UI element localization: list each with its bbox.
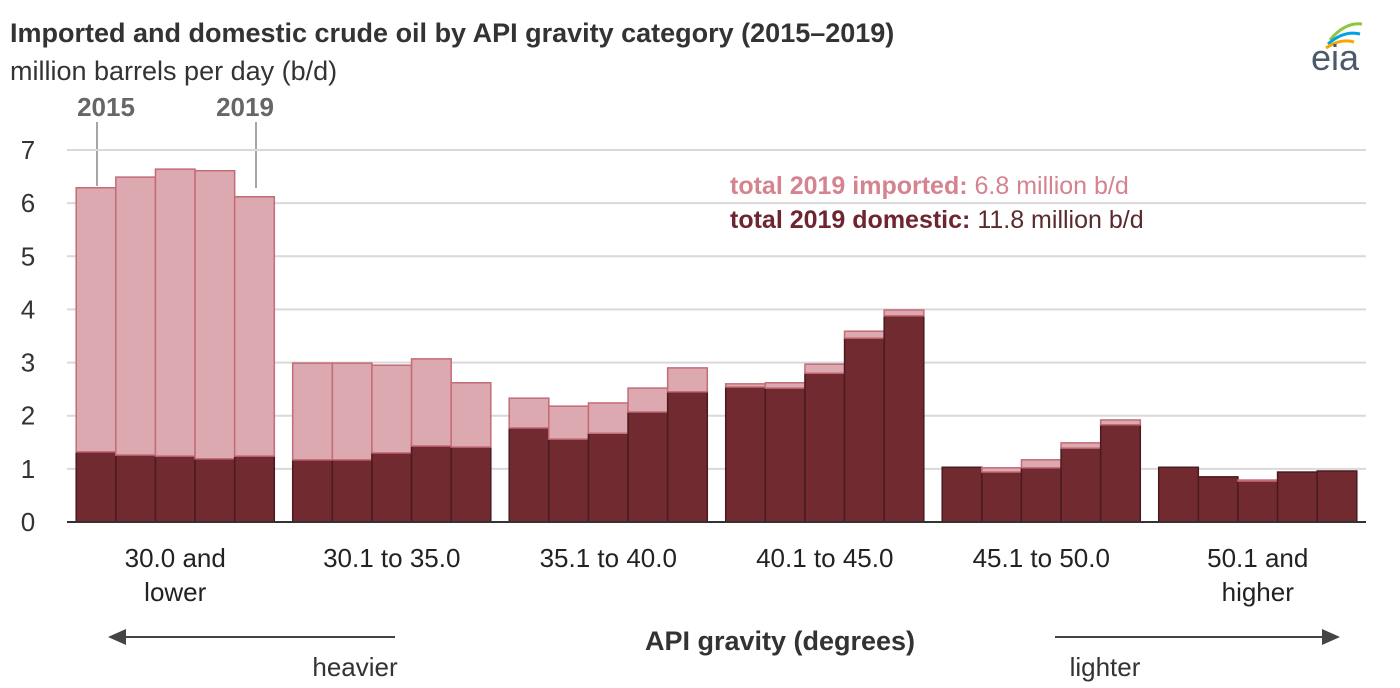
bar-segment xyxy=(371,452,413,523)
bar-segment xyxy=(291,459,334,523)
bar-segment xyxy=(843,337,885,523)
x-tick-label: 30.0 and xyxy=(125,543,226,573)
bar-segment xyxy=(883,309,925,317)
bar-segment xyxy=(75,451,117,523)
y-tick-label: 4 xyxy=(21,294,35,324)
bar-segment xyxy=(115,176,157,456)
annotation-text: 6.8 million b/d xyxy=(975,172,1129,200)
bar-segment xyxy=(154,455,196,523)
bar-segment xyxy=(941,466,983,523)
bar-segment xyxy=(1316,470,1358,523)
direction-label: lighter xyxy=(1070,652,1141,682)
bar-segment xyxy=(291,362,334,461)
bar-segment xyxy=(587,432,629,523)
bar-segment xyxy=(724,383,767,388)
annotation-label: total 2019 imported: xyxy=(730,172,968,200)
bar-segment xyxy=(75,186,117,453)
y-tick-label: 3 xyxy=(21,348,35,378)
bar-segment xyxy=(1237,479,1279,482)
bar-segment xyxy=(764,382,806,389)
bar-segment xyxy=(1060,442,1102,449)
y-tick-label: 2 xyxy=(21,401,35,431)
bar-segment xyxy=(981,471,1023,523)
bar-segment xyxy=(115,454,157,523)
y-tick-label: 0 xyxy=(21,507,35,537)
annotation-label: total 2019 domestic: xyxy=(730,206,970,234)
bar-segment xyxy=(233,455,276,523)
bar-segment xyxy=(1237,480,1279,523)
x-tick-label: 45.1 to 50.0 xyxy=(973,543,1110,573)
annotation: total 2019 imported: 6.8 million b/d xyxy=(730,172,1129,200)
year-label: 2019 xyxy=(216,92,274,122)
bar-segment xyxy=(587,402,629,435)
x-tick-label: 40.1 to 45.0 xyxy=(756,543,893,573)
bar-segment xyxy=(666,367,709,393)
annotation-text: 11.8 million b/d xyxy=(977,206,1143,234)
logo: eia xyxy=(1311,22,1363,78)
arrow-head xyxy=(108,629,126,645)
bar-segment xyxy=(154,168,196,457)
x-tick-label: lower xyxy=(144,577,206,607)
bar-segment xyxy=(764,387,806,523)
y-tick-label: 1 xyxy=(21,454,35,484)
bar-segment xyxy=(194,458,236,523)
bar-segment xyxy=(804,363,846,374)
bar-segment xyxy=(1197,476,1239,523)
logo-text: eia xyxy=(1311,37,1360,78)
x-axis-title: API gravity (degrees) xyxy=(645,626,915,656)
bar-segment xyxy=(627,387,669,413)
bar-segment xyxy=(508,427,550,523)
chart-title: Imported and domestic crude oil by API g… xyxy=(10,18,894,48)
bar-segment xyxy=(1020,459,1062,469)
bar-segment xyxy=(1157,466,1200,523)
bar-segment xyxy=(1099,423,1142,523)
bar-segment xyxy=(508,397,550,429)
direction-label: heavier xyxy=(312,652,398,682)
bar-segment xyxy=(843,330,885,339)
bar-segment xyxy=(331,362,373,461)
x-tick-label: 50.1 and xyxy=(1207,543,1308,573)
bar-segment xyxy=(450,382,492,448)
year-label: 2015 xyxy=(77,92,135,122)
bar-segment xyxy=(1060,447,1102,523)
bar-segment xyxy=(1020,467,1062,523)
bar-segment xyxy=(724,386,767,523)
bar-segment xyxy=(194,169,236,460)
bar-segment xyxy=(548,405,590,440)
bar-segment xyxy=(331,459,373,523)
x-tick-label: 30.1 to 35.0 xyxy=(323,543,460,573)
chart-subtitle: million barrels per day (b/d) xyxy=(10,56,337,86)
y-tick-label: 6 xyxy=(21,188,35,218)
bar-segment xyxy=(666,391,709,523)
bar-segment xyxy=(450,446,492,523)
bar-segment xyxy=(410,358,452,447)
y-tick-label: 7 xyxy=(21,135,35,165)
annotation: total 2019 domestic: 11.8 million b/d xyxy=(730,206,1144,234)
y-tick-label: 5 xyxy=(21,241,35,271)
x-tick-label: higher xyxy=(1222,577,1295,607)
x-tick-label: 35.1 to 40.0 xyxy=(540,543,677,573)
bar-segment xyxy=(627,411,669,523)
bar-segment xyxy=(233,196,276,457)
bar-segment xyxy=(548,438,590,523)
bar-segment xyxy=(981,467,1023,473)
bar-segment xyxy=(1276,471,1318,523)
bar-segment xyxy=(1099,419,1142,426)
bar-segment xyxy=(371,364,413,454)
arrow-head xyxy=(1322,629,1340,645)
bar-segment xyxy=(804,372,846,523)
bar-segment xyxy=(410,445,452,523)
bar-segment xyxy=(883,315,925,523)
